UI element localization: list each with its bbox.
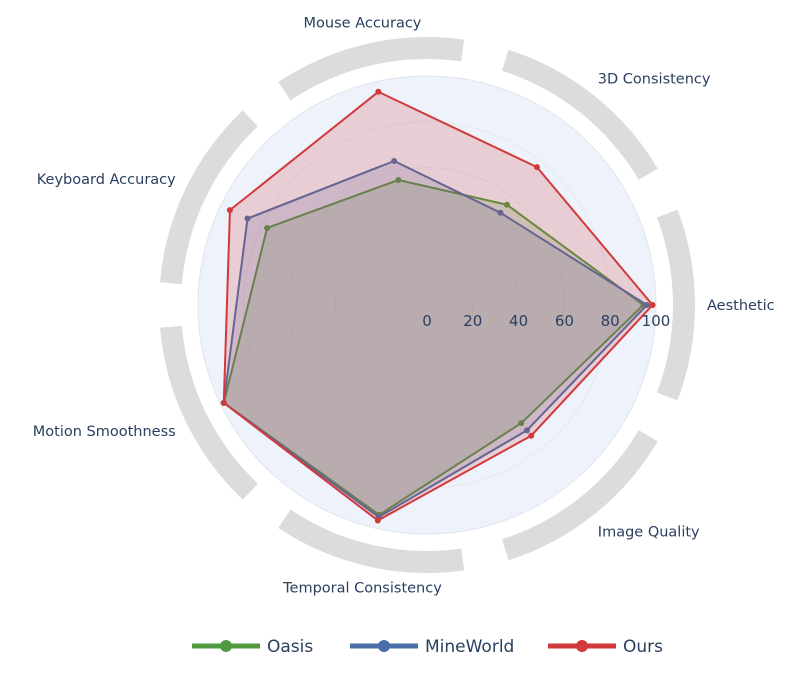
radial-tick-labels: 0 20 40 60 80 100 [422,312,670,330]
series-oasis-point [503,201,510,208]
category-label: Image Quality [598,525,700,541]
legend-item-mineworld[interactable]: MineWorld [350,637,514,657]
series-oasis-point [518,420,525,427]
series-ours-point [374,517,381,524]
series-polygons [220,88,656,524]
series-ours-polygon [222,90,654,522]
legend-label: MineWorld [425,637,514,657]
series-mineworld-point [391,157,398,164]
category-label: Keyboard Accuracy [37,172,176,188]
angular-ring-segments [159,37,695,573]
series-mineworld-point [523,427,530,434]
ring-segment [501,49,658,180]
legend-label: Ours [623,637,663,657]
series-mineworld-polygon [222,159,648,519]
series-oasis-point [264,224,271,231]
legend-marker [576,640,588,652]
radial-tick-label: 20 [463,312,482,330]
legend-marker [378,640,390,652]
grid-circle [289,167,565,443]
category-label: Aesthetic [707,298,775,314]
category-label: 3D Consistency [598,71,711,87]
grid-circle [334,212,520,398]
category-label: Mouse Accuracy [304,15,422,31]
ring-segment [501,430,658,561]
series-mineworld-point [643,302,650,308]
radial-tick-label: 40 [509,312,528,330]
ring-segment [159,110,258,285]
category-label: Temporal Consistency [282,581,442,597]
category-label: Motion Smoothness [33,424,176,440]
legend-label: Oasis [267,637,313,657]
series-mineworld-point [497,209,504,216]
series-mineworld-point [244,215,251,222]
ring-segment [159,325,258,500]
ring-segment [656,209,695,401]
ring-segment [278,37,465,101]
category-labels: Aesthetic 3D Consistency Mouse Accuracy Key… [33,15,775,596]
series-ours-point [649,302,656,308]
legend: Oasis MineWorld Ours [192,637,663,657]
series-oasis-point [395,176,402,183]
series-oasis-polygon [222,178,645,516]
outer-circle [197,75,657,535]
radial-grid [197,75,657,535]
legend-item-ours[interactable]: Ours [548,637,663,657]
radial-tick-label: 60 [555,312,574,330]
radial-tick-label: 80 [601,312,620,330]
ring-segment [278,509,465,573]
grid-circle [380,258,474,352]
legend-marker [220,640,232,652]
series-ours-point [375,88,382,95]
series-ours-point [533,164,540,171]
series-ours-point [226,207,233,214]
series-ours-point [528,432,535,439]
series-ours-point [220,399,227,406]
radial-tick-label: 0 [422,312,432,330]
radial-tick-label: 100 [642,312,671,330]
legend-item-oasis[interactable]: Oasis [192,637,313,657]
polar-background [198,76,656,534]
